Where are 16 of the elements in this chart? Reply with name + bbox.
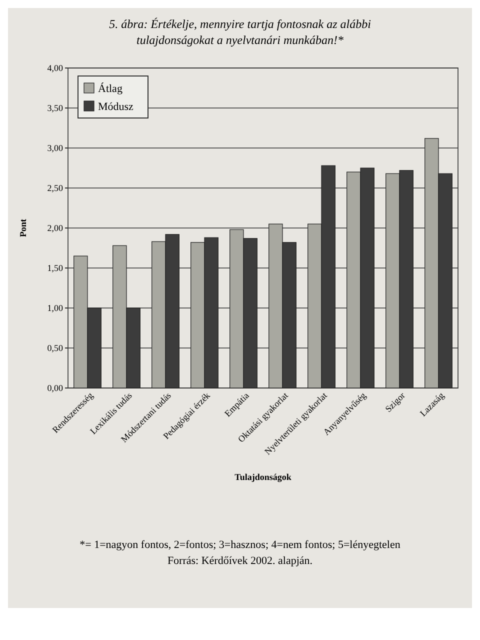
- y-tick-label: 0,00: [47, 383, 64, 393]
- y-tick-label: 3,50: [47, 103, 64, 113]
- text: Forrás: Kérdőívek 2002. alapján.: [167, 555, 313, 567]
- y-tick-label: 1,50: [47, 263, 64, 273]
- chart-title: 5. ábra: Értékelje, mennyire tartja fontosnak az alábbi tulajdonságokat a nyelvtanári munkában!*: [109, 17, 371, 47]
- y-tick-label: 3,00: [47, 143, 64, 153]
- legend-label: Módusz: [98, 101, 134, 113]
- y-tick-label: 4,00: [47, 63, 64, 73]
- y-tick-label: 1,00: [47, 303, 64, 313]
- y-axis-title: Pont: [18, 218, 28, 237]
- legend-label: Átlag: [98, 82, 123, 95]
- y-tick-label: 2,00: [47, 223, 64, 233]
- y-tick-label: 0,50: [47, 343, 64, 353]
- x-axis-title: Tulajdonságok: [234, 472, 292, 482]
- y-tick-label: 2,50: [47, 183, 64, 193]
- text: *= 1=nagyon fontos, 2=fontos; 3=hasznos; 4=nem fontos; 5=lényegtelen: [80, 539, 401, 551]
